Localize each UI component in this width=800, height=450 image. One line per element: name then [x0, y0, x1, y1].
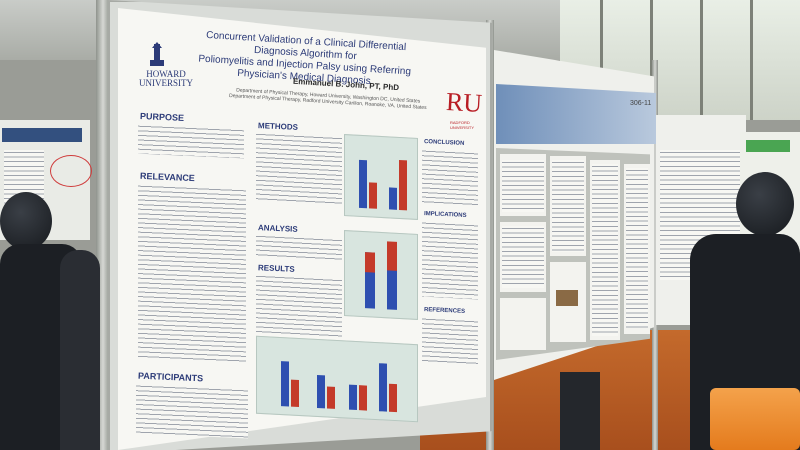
right-poster-card-text — [592, 164, 618, 336]
visitor-left-second — [60, 250, 100, 450]
purpose-text — [138, 123, 244, 159]
chart-3-bar — [317, 374, 325, 409]
analysis-text — [256, 233, 342, 261]
chart-3-bar — [291, 379, 299, 408]
logo-line: UNIVERSITY — [139, 78, 193, 88]
chart-3-bar — [327, 386, 335, 410]
chart-3-bar — [379, 362, 387, 413]
chart-2-bar — [387, 265, 397, 310]
right-poster-banner — [496, 84, 656, 144]
relevance-text — [138, 183, 246, 363]
chart-3-bar — [389, 383, 397, 413]
logo-line: HOWARD — [146, 69, 186, 79]
chart-3-bar — [359, 384, 367, 411]
board-pole — [652, 60, 658, 450]
right-poster-photo — [556, 290, 578, 306]
chart-1-bar — [389, 187, 397, 210]
right-poster-number: 306-11 — [630, 100, 652, 107]
chart-1-bar — [369, 182, 377, 209]
chart-1 — [344, 134, 418, 220]
right-poster-card-text — [502, 160, 544, 212]
implications-text — [422, 220, 478, 300]
left-poster-banner — [2, 128, 82, 142]
chart-3-bar — [349, 384, 357, 411]
radford-logo: RU — [445, 87, 483, 118]
chart-2-bar — [365, 252, 375, 274]
chart-2-bar — [387, 241, 397, 271]
farther-poster-banner — [746, 140, 790, 152]
radford-logo-subtext: RADFORD UNIVERSITY — [450, 120, 475, 130]
chart-1-bar — [359, 159, 367, 209]
visitor-left-head — [0, 192, 52, 250]
chart-1-bar — [399, 160, 407, 211]
visitor-legs — [560, 372, 600, 450]
howard-logo-text: HOWARD UNIVERSITY — [136, 70, 196, 88]
chart-3 — [256, 335, 418, 423]
visitor-right-head — [736, 172, 794, 236]
references-text — [422, 316, 478, 366]
right-poster-card-text — [552, 160, 584, 252]
methods-text — [256, 131, 342, 207]
howard-tower-icon — [150, 42, 164, 66]
section-analysis: ANALYSIS — [257, 223, 298, 234]
right-poster-card-text — [502, 226, 544, 288]
right-poster-card — [500, 298, 546, 350]
results-text — [256, 273, 342, 339]
window-mullion — [700, 0, 703, 120]
left-poster-circle-mark — [50, 155, 92, 187]
window-mullion — [750, 0, 753, 120]
chart-3-bar — [281, 360, 289, 407]
conclusion-text — [422, 148, 478, 206]
chart-2 — [344, 230, 418, 320]
section-purpose: PURPOSE — [139, 111, 185, 123]
right-poster-card-text — [626, 168, 648, 328]
participants-text — [136, 383, 248, 439]
window-mullion — [600, 0, 603, 120]
orange-bag — [710, 388, 800, 450]
window-mullion — [650, 0, 653, 120]
section-methods: METHODS — [257, 121, 299, 132]
section-results: RESULTS — [257, 263, 295, 274]
